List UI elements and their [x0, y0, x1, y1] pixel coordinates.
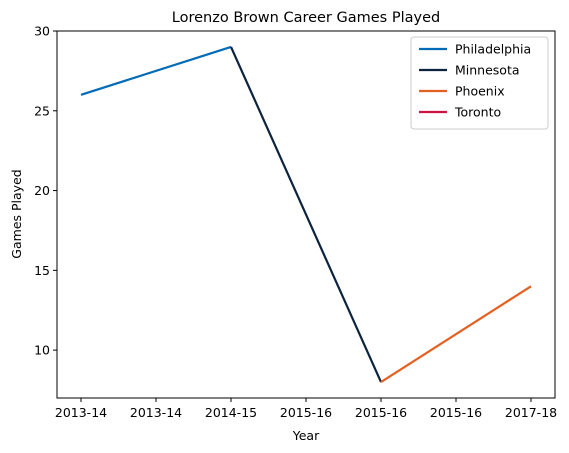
- x-tick-label: 2017-18: [505, 405, 557, 420]
- y-axis-label: Games Played: [9, 169, 24, 258]
- y-tick-label: 25: [34, 103, 50, 118]
- x-tick-label: 2015-16: [430, 405, 482, 420]
- series-line-phoenix: [380, 285, 532, 383]
- legend-label-philadelphia: Philadelphia: [455, 42, 531, 57]
- legend-label-minnesota: Minnesota: [455, 63, 520, 78]
- y-axis: 10 15 20 25 30: [34, 24, 57, 358]
- x-tick-label: 2014-15: [205, 405, 257, 420]
- x-tick-label: 2015-16: [280, 405, 332, 420]
- x-tick-label: 2013-14: [55, 405, 107, 420]
- plot-area: [80, 45, 532, 383]
- y-tick-label: 10: [34, 343, 50, 358]
- legend: Philadelphia Minnesota Phoenix Toronto: [410, 36, 549, 130]
- series-line-minnesota: [229, 46, 383, 383]
- x-axis-label: Year: [292, 428, 320, 443]
- plot-frame: [56, 30, 556, 399]
- series-line-philadelphia: [80, 45, 232, 96]
- x-tick-label: 2015-16: [355, 405, 407, 420]
- y-tick-label: 15: [34, 263, 50, 278]
- x-tick-label: 2013-14: [130, 405, 182, 420]
- y-tick-label: 20: [34, 183, 50, 198]
- legend-box: [410, 36, 549, 130]
- y-tick-label: 30: [34, 24, 50, 39]
- x-axis: 2013-14 2013-14 2014-15 2015-16 2015-16 2015-…: [55, 398, 557, 420]
- legend-label-toronto: Toronto: [454, 105, 501, 120]
- chart-title: Lorenzo Brown Career Games Played: [172, 10, 440, 26]
- legend-label-phoenix: Phoenix: [455, 84, 505, 99]
